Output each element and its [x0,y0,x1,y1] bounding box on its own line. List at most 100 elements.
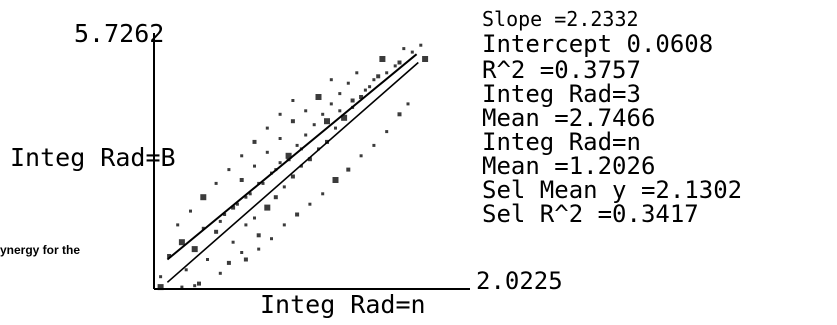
data-point [295,143,299,147]
stat-slope: Slope =2.2332 [482,7,639,31]
data-point [214,229,219,234]
data-point [312,123,316,127]
data-point [248,192,252,196]
data-point [201,226,205,230]
data-point [235,202,239,206]
data-point [239,178,244,182]
data-point [285,152,292,159]
data-point [291,99,295,102]
data-point [226,260,231,265]
data-point [256,233,261,238]
x-axis-label: Integ Rad=n [260,290,426,319]
data-point [419,43,423,47]
data-point [321,192,325,196]
data-point [200,194,207,201]
data-point [167,254,172,258]
data-point [265,150,269,154]
data-point [372,78,376,82]
data-point [324,118,330,125]
data-point [329,102,333,106]
data-point [231,205,236,210]
data-point [368,85,372,89]
data-point [393,64,397,68]
data-point [332,177,339,183]
data-point [206,258,209,261]
data-point [338,92,342,96]
data-point [252,139,257,144]
data-point [307,157,312,162]
data-point [422,56,429,62]
data-point [282,223,286,227]
data-point [321,112,325,116]
stat-sel-r2: Sel R^2 =0.3417 [482,200,699,228]
data-point [244,195,248,199]
data-point [410,50,414,54]
data-point [253,216,256,220]
data-point [191,246,198,253]
data-point [295,212,300,217]
data-point [176,223,180,227]
data-point [282,185,286,189]
data-point [244,223,248,227]
data-point [214,181,218,185]
data-point [253,164,256,168]
data-point [359,95,364,99]
data-point [341,114,348,121]
data-point [197,281,201,286]
data-point [402,47,406,51]
data-point [355,71,359,75]
data-point [270,237,273,241]
regression-lines [166,53,419,283]
y-axis-label: Integ Rad=B [10,143,176,172]
data-point [184,268,188,272]
data-point [231,240,235,244]
stat-r2: R^2 =0.3757 [482,56,641,84]
data-point [379,56,386,62]
data-point [304,109,308,113]
data-point [178,239,185,246]
data-points [157,43,429,291]
stat-mean-1: Mean =2.7466 [482,104,655,132]
data-point [308,202,312,206]
data-point [261,181,265,185]
y-tick-label: 5.7262 [74,19,164,48]
regression-line [166,61,419,283]
stats-panel: Slope =2.2332 Intercept 0.0608 R^2 =0.37… [482,7,742,228]
caption-fragment: ynergy for the [0,243,85,257]
data-point [273,195,278,200]
data-point [193,284,197,288]
data-point [240,154,244,158]
data-point [372,143,376,147]
data-point [350,98,355,103]
data-point [278,112,282,116]
stat-integ-rad-n: Integ Rad=n [482,128,641,156]
data-point [218,219,222,223]
data-point [329,78,333,82]
data-point [223,213,227,216]
data-point [243,257,248,262]
stat-mean-2: Mean =1.2026 [482,152,655,180]
data-point [376,74,381,79]
data-point [315,94,322,100]
data-point [290,174,295,179]
data-point [227,168,231,172]
data-point [290,119,295,124]
data-point [338,109,342,113]
data-point [159,275,163,279]
data-point [346,81,350,85]
data-point [346,167,351,172]
data-point [299,164,303,168]
data-point [218,271,222,275]
data-point [304,133,308,137]
data-point [278,137,282,140]
data-point [265,126,269,130]
x-tick-label: 2.0225 [476,267,563,295]
data-point [189,209,192,213]
regression-line [166,53,418,261]
stat-integ-rad-3: Integ Rad=3 [482,80,641,108]
stat-intercept: Intercept 0.0608 [482,30,713,58]
data-point [257,247,261,251]
data-point [359,154,363,158]
data-point [240,251,244,254]
